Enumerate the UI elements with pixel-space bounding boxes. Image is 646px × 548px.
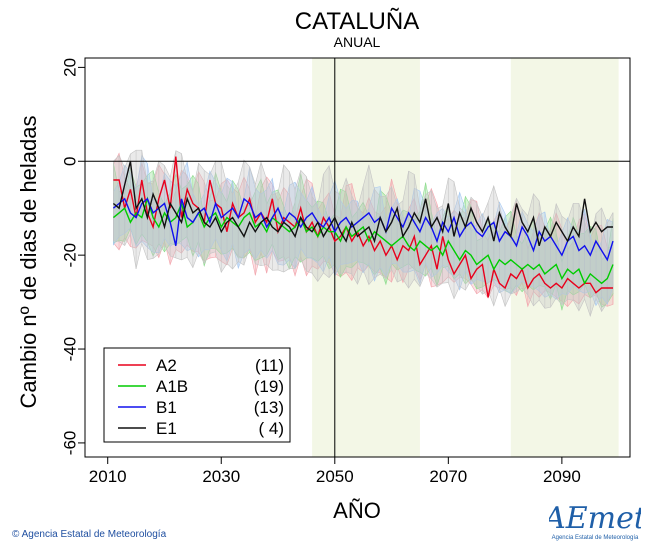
y-tick-label: -40 [60,337,79,362]
x-tick-label: 2030 [202,467,240,486]
plot-frame [84,57,631,458]
legend-label-e1: E1 [156,419,177,438]
legend-count-a2: (11) [255,356,284,375]
legend-label-a1b: A1B [156,377,188,396]
legend-count-a1b: (19) [254,377,284,396]
plot-area: 2010 2030 2050 2070 2090 20 0 -20 -40 -60 A2 (11) A1… [60,57,631,486]
logo-subtext: Agencia Estatal de Meteorología [552,535,639,541]
series-line-e1 [112,161,613,246]
series-line-a2 [113,156,613,298]
chart-title: CATALUÑA [295,8,419,35]
aemet-logo: AEmet Agencia Estatal de Meteorología [549,501,641,541]
y-tick-label: 0 [60,157,79,166]
x-tick-label: 2070 [429,467,467,486]
legend-count-e1: ( 4) [259,419,285,438]
legend-count-b1: (13) [254,398,284,417]
y-tick-label: 20 [60,58,79,77]
legend-label-a2: A2 [156,356,177,375]
legend-label-b1: B1 [156,398,177,417]
x-tick-label: 2010 [89,467,127,486]
x-tick-label: 2090 [543,467,581,486]
shaded-period-1 [312,58,420,457]
y-tick-label: -60 [60,431,79,456]
x-tick-label: 2050 [316,467,354,486]
shaded-period-2 [510,58,619,457]
logo-text: AEmet [549,501,641,536]
legend-box [103,347,291,443]
x-axis-label: AÑO [333,498,381,523]
series-line-b1 [112,197,614,262]
copyright-footer: © Agencia Estatal de Meteorología [12,529,167,540]
chart-subtitle: ANUAL [334,34,381,50]
y-tick-label: -20 [60,243,79,268]
y-axis-label: Cambio nº de dias de heladas [16,115,41,408]
